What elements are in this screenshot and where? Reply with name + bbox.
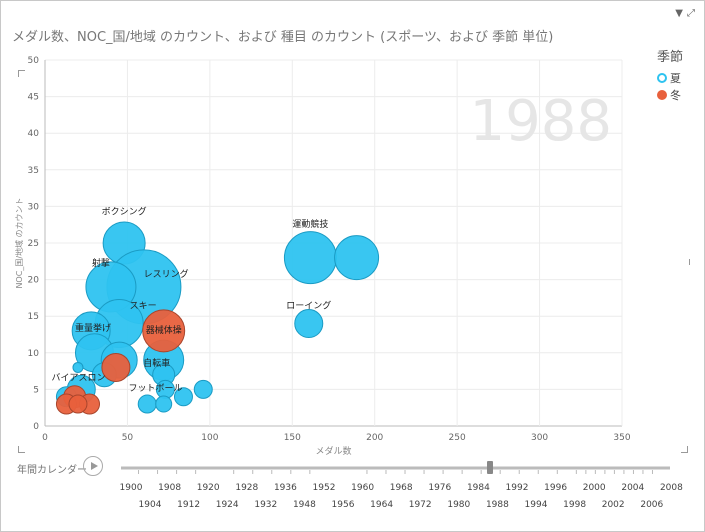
legend: 季節 夏 冬 [657, 46, 683, 103]
legend-item-summer[interactable]: 夏 [657, 69, 683, 86]
legend-marker-winter [657, 89, 667, 100]
filter-icon[interactable]: ▼ [675, 8, 683, 19]
expand-icon[interactable]: ⤢ [687, 8, 695, 19]
chart-title: メダル数、NOC_国/地域 のカウント、および 種目 のカウント (スポーツ、お… [12, 30, 554, 45]
visual-header-icons: ▼ ⤢ [675, 8, 695, 19]
play-button[interactable] [83, 456, 103, 476]
legend-label-winter: 冬 [670, 88, 681, 102]
legend-title: 季節 [657, 50, 684, 65]
corner-br [681, 446, 688, 453]
corner-tl [18, 70, 25, 77]
corner-bl [18, 446, 25, 453]
resize-handle[interactable] [689, 259, 691, 265]
play-axis-label: 年間カレンダー [17, 465, 87, 476]
legend-item-winter[interactable]: 冬 [657, 86, 683, 103]
legend-marker-summer [657, 72, 667, 83]
legend-label-summer: 夏 [670, 71, 681, 85]
